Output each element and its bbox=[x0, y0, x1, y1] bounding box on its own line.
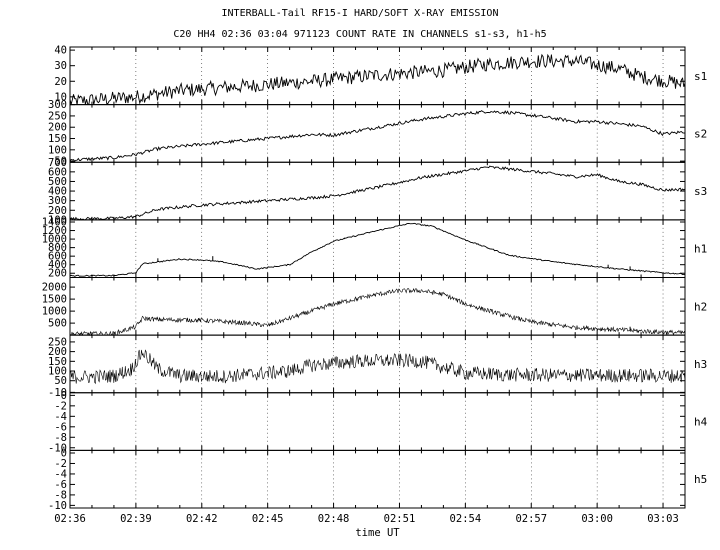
ytick-label-h5: -10 bbox=[48, 500, 67, 512]
ytick-label-s3: 500 bbox=[48, 176, 67, 188]
series-line-h2 bbox=[69, 288, 686, 337]
ytick-label-h5: 0 bbox=[61, 447, 67, 459]
ytick-label-h5: -6 bbox=[54, 479, 67, 491]
panel-frame-h4 bbox=[69, 392, 686, 451]
ytick-label-s2: 250 bbox=[48, 110, 67, 122]
panel-frame-h5 bbox=[69, 449, 686, 509]
channel-label-h4: h4 bbox=[694, 416, 708, 429]
ytick-label-s1: 30 bbox=[54, 60, 67, 72]
ytick-label-s1: 10 bbox=[54, 91, 67, 103]
ytick-label-s3: 100 bbox=[48, 214, 67, 226]
chart-subtitle: C20 HH4 02:36 03:04 971123 COUNT RATE IN… bbox=[173, 29, 547, 40]
series-line-h3 bbox=[69, 349, 686, 385]
xtick-label: 03:00 bbox=[581, 513, 613, 525]
ytick-label-h5: -4 bbox=[54, 468, 67, 480]
ytick-label-h3: 250 bbox=[48, 336, 67, 348]
ytick-label-s2: 150 bbox=[48, 133, 67, 145]
ytick-label-h1: 800 bbox=[48, 242, 67, 254]
xtick-label: 03:03 bbox=[647, 513, 679, 525]
xtick-label: 02:36 bbox=[54, 513, 86, 525]
panel-frame-h2 bbox=[69, 277, 686, 336]
ytick-label-h2: 2000 bbox=[42, 282, 67, 294]
series-line-s3 bbox=[69, 165, 686, 221]
xtick-label: 02:42 bbox=[186, 513, 218, 525]
xtick-label: 02:39 bbox=[120, 513, 152, 525]
channel-label-h3: h3 bbox=[694, 358, 707, 371]
x-axis-label: time UT bbox=[355, 527, 400, 539]
ytick-label-s3: 700 bbox=[48, 157, 67, 169]
channel-label-s2: s2 bbox=[694, 127, 707, 140]
panel-frame-s2 bbox=[69, 104, 686, 163]
channel-label-s3: s3 bbox=[694, 185, 707, 198]
channel-label-h1: h1 bbox=[694, 243, 707, 256]
ytick-label-s3: 600 bbox=[48, 166, 67, 178]
ytick-label-h1: 200 bbox=[48, 268, 67, 280]
xtick-label: 02:51 bbox=[384, 513, 416, 525]
ytick-label-h3: 200 bbox=[48, 346, 67, 358]
ytick-label-s3: 400 bbox=[48, 186, 67, 198]
panel-frame-s3 bbox=[69, 161, 686, 221]
ytick-label-s3: 300 bbox=[48, 195, 67, 207]
xtick-label: 02:54 bbox=[450, 513, 482, 525]
ytick-label-h1: 1200 bbox=[42, 225, 67, 237]
channel-label-h2: h2 bbox=[694, 300, 707, 313]
ytick-label-s1: 20 bbox=[54, 76, 67, 88]
xtick-label: 02:45 bbox=[252, 513, 284, 525]
ytick-label-h4: 0 bbox=[61, 390, 67, 402]
ytick-label-h4: -10 bbox=[48, 442, 67, 454]
ytick-label-h3: 150 bbox=[48, 356, 67, 368]
ytick-label-h3: -10 bbox=[48, 387, 67, 399]
series-line-s1 bbox=[69, 53, 686, 105]
xtick-label: 02:48 bbox=[318, 513, 350, 525]
ytick-label-h3: 50 bbox=[54, 375, 67, 387]
ytick-label-s1: 40 bbox=[54, 45, 67, 57]
ytick-label-h5: -2 bbox=[54, 458, 67, 470]
panel-frame-h3 bbox=[69, 334, 686, 394]
ytick-label-h2: 1000 bbox=[42, 306, 67, 318]
ytick-label-s3: 200 bbox=[48, 205, 67, 217]
ytick-label-h1: 1400 bbox=[42, 217, 67, 229]
series-line-s2 bbox=[69, 110, 686, 162]
ytick-label-h4: -6 bbox=[54, 421, 67, 433]
ytick-label-s2: 300 bbox=[48, 99, 67, 111]
ytick-label-h2: 500 bbox=[48, 318, 67, 330]
ytick-label-h1: 600 bbox=[48, 251, 67, 263]
ytick-label-s2: 50 bbox=[54, 156, 67, 168]
panel-frame-s1 bbox=[69, 46, 686, 106]
panel-frame-h1 bbox=[69, 219, 686, 278]
ytick-label-h3: 100 bbox=[48, 366, 67, 378]
ytick-label-h4: -2 bbox=[54, 400, 67, 412]
ytick-label-h1: 1000 bbox=[42, 234, 67, 246]
ytick-label-h1: 400 bbox=[48, 259, 67, 271]
ytick-label-h5: -8 bbox=[54, 489, 67, 501]
channel-label-h5: h5 bbox=[694, 473, 707, 486]
ytick-label-s2: 200 bbox=[48, 122, 67, 134]
chart-title: INTERBALL-Tail RF15-I HARD/SOFT X-RAY EM… bbox=[221, 8, 499, 19]
channel-label-s1: s1 bbox=[694, 70, 707, 83]
ytick-label-h4: -4 bbox=[54, 411, 67, 423]
ytick-label-h4: -8 bbox=[54, 432, 67, 444]
ytick-label-h2: 1500 bbox=[42, 294, 67, 306]
ytick-label-s2: 100 bbox=[48, 144, 67, 156]
series-line-h1 bbox=[69, 222, 686, 277]
xtick-label: 02:57 bbox=[515, 513, 547, 525]
